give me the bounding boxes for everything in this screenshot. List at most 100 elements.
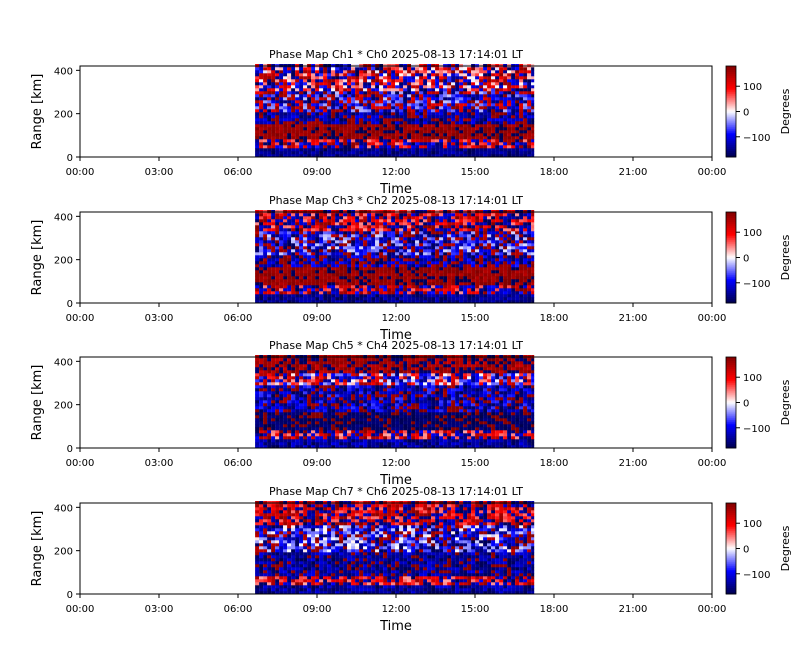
- heatmap-cell: [303, 285, 308, 289]
- heatmap-cell: [371, 261, 376, 265]
- heatmap-cell: [271, 255, 276, 259]
- colorbar-segment: [726, 123, 736, 126]
- heatmap-cell: [467, 249, 472, 253]
- heatmap-cell: [383, 115, 388, 119]
- heatmap-cell: [315, 112, 320, 116]
- heatmap-cell: [443, 246, 448, 250]
- heatmap-cell: [323, 240, 328, 244]
- heatmap-cell: [347, 231, 352, 235]
- heatmap-cell: [295, 222, 300, 226]
- heatmap-cell: [371, 225, 376, 229]
- heatmap-cell: [395, 276, 400, 280]
- heatmap-cell: [355, 67, 360, 71]
- heatmap-cell: [315, 246, 320, 250]
- heatmap-cell: [375, 279, 380, 283]
- heatmap-cell: [503, 130, 508, 134]
- colorbar-segment: [726, 117, 736, 120]
- heatmap-cell: [315, 216, 320, 220]
- heatmap-cell: [307, 79, 312, 83]
- heatmap-cell: [263, 216, 268, 220]
- heatmap-cell: [359, 121, 364, 125]
- heatmap-cell: [443, 73, 448, 77]
- heatmap-cell: [399, 273, 404, 277]
- heatmap-cell: [383, 276, 388, 280]
- heatmap-cell: [319, 154, 324, 158]
- heatmap-cell: [307, 70, 312, 74]
- heatmap-cell: [371, 258, 376, 262]
- heatmap-cell: [479, 91, 484, 95]
- heatmap-cell: [451, 88, 456, 92]
- heatmap-cell: [263, 228, 268, 232]
- colorbar-segment: [726, 279, 736, 282]
- heatmap-cell: [519, 154, 524, 158]
- heatmap-cell: [379, 121, 384, 125]
- heatmap-cell: [507, 246, 512, 250]
- heatmap-cell: [455, 225, 460, 229]
- heatmap-cell: [415, 216, 420, 220]
- heatmap-cell: [335, 267, 340, 271]
- heatmap-cell: [439, 154, 444, 158]
- heatmap-cell: [411, 246, 416, 250]
- heatmap-cell: [491, 213, 496, 217]
- heatmap-cell: [415, 297, 420, 301]
- heatmap-cell: [299, 237, 304, 241]
- heatmap-cell: [303, 291, 308, 295]
- heatmap-cell: [415, 109, 420, 113]
- heatmap-cell: [407, 249, 412, 253]
- heatmap-cell: [411, 118, 416, 122]
- heatmap-cell: [359, 288, 364, 292]
- heatmap-cell: [423, 430, 428, 434]
- heatmap-cell: [335, 249, 340, 253]
- heatmap-cell: [339, 145, 344, 149]
- heatmap-cell: [419, 145, 424, 149]
- heatmap-cell: [467, 273, 472, 277]
- heatmap-cell: [355, 133, 360, 137]
- heatmap-cell: [347, 258, 352, 262]
- heatmap-cell: [295, 70, 300, 74]
- heatmap-cell: [499, 297, 504, 301]
- heatmap-cell: [271, 442, 276, 446]
- heatmap-cell: [355, 79, 360, 83]
- heatmap-cell: [523, 225, 528, 229]
- heatmap-cell: [271, 222, 276, 226]
- heatmap-cell: [343, 234, 348, 238]
- heatmap-cell: [323, 151, 328, 155]
- heatmap-cell: [319, 148, 324, 152]
- heatmap-cell: [351, 70, 356, 74]
- heatmap-cell: [471, 115, 476, 119]
- heatmap-cell: [471, 270, 476, 274]
- heatmap-cell: [351, 445, 356, 449]
- heatmap-cell: [299, 79, 304, 83]
- heatmap-cells: [255, 355, 535, 449]
- heatmap-cell: [287, 136, 292, 140]
- heatmap-cell: [259, 154, 264, 158]
- heatmap-cell: [443, 285, 448, 289]
- heatmap-cell: [503, 127, 508, 131]
- heatmap-cell: [403, 151, 408, 155]
- colorbar-segment: [726, 295, 736, 298]
- heatmap-cell: [303, 109, 308, 113]
- heatmap-cell: [499, 85, 504, 89]
- heatmap-cell: [283, 79, 288, 83]
- heatmap-cell: [463, 133, 468, 137]
- heatmap-cell: [475, 91, 480, 95]
- heatmap-cell: [439, 130, 444, 134]
- heatmap-cell: [267, 94, 272, 98]
- heatmap-cell: [451, 85, 456, 89]
- heatmap-cell: [315, 442, 320, 446]
- heatmap-cell: [399, 115, 404, 119]
- heatmap-cell: [387, 109, 392, 113]
- heatmap-cell: [411, 112, 416, 116]
- heatmap-cell: [335, 103, 340, 107]
- heatmap-cell: [531, 222, 535, 226]
- heatmap-cell: [467, 154, 472, 158]
- heatmap-cell: [391, 225, 396, 229]
- heatmap-cell: [359, 145, 364, 149]
- heatmap-cell: [267, 273, 272, 277]
- heatmap-cell: [395, 216, 400, 220]
- heatmap-cell: [287, 294, 292, 298]
- heatmap-cell: [323, 288, 328, 292]
- heatmap-cell: [431, 276, 436, 280]
- heatmap-cell: [331, 112, 336, 116]
- heatmap-cell: [359, 91, 364, 95]
